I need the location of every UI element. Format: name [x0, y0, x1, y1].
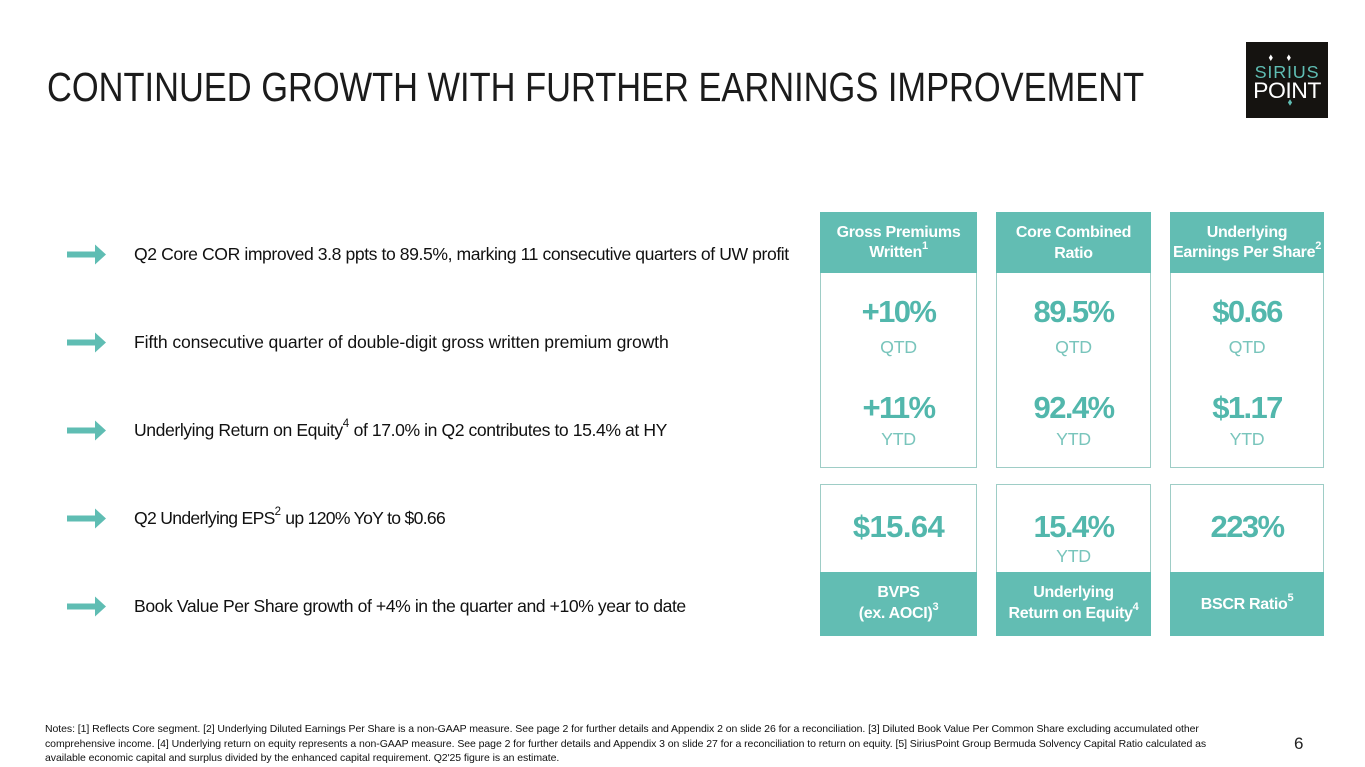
- svg-text:POINT: POINT: [1253, 78, 1321, 103]
- svg-text:SIRIUS: SIRIUS: [1255, 62, 1320, 82]
